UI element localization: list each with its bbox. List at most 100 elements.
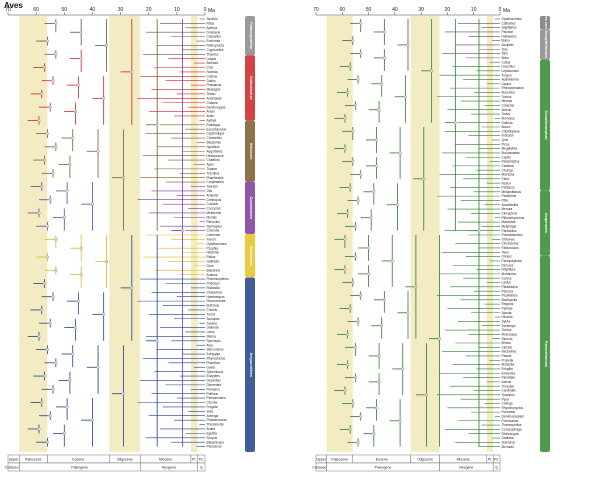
taxon-label: Ciconia — [207, 401, 218, 405]
taxon-label: Balaeniceps — [207, 440, 225, 444]
taxon-label: Petroica — [502, 289, 514, 293]
node-marker — [37, 118, 41, 122]
node-marker — [40, 400, 44, 405]
node-marker — [102, 312, 106, 316]
taxon-label: Accipiter — [502, 43, 515, 47]
taxon-label: Cathartes — [502, 21, 516, 25]
epoch-band — [19, 16, 48, 452]
taxon-label: Larus — [207, 330, 215, 334]
node-marker — [343, 147, 347, 151]
clade-label: Gruiformes — [249, 246, 253, 266]
taxon-label: Leipoa — [207, 57, 217, 61]
taxon-label: Sclerurus — [502, 440, 516, 444]
taxon-label: Upupa — [502, 82, 512, 86]
node-marker — [45, 255, 49, 259]
taxon-label: Caprimulgus — [207, 132, 225, 136]
axis-tick-label: 0 — [204, 7, 207, 13]
taxon-label: Chelidoptera — [502, 129, 520, 133]
taxon-label: Capito — [502, 155, 511, 159]
node-marker — [79, 30, 83, 34]
taxon-label: Rynchops — [207, 339, 222, 343]
taxon-label: Eudyptes — [207, 374, 221, 378]
node-marker — [401, 367, 405, 371]
epoch-band — [486, 16, 494, 452]
taxon-label: Coccyzus — [207, 207, 221, 211]
taxon-label: Zosterops — [502, 324, 517, 328]
epoch-band — [197, 16, 205, 452]
taxon-label: Thamnophilus — [502, 423, 522, 427]
taxon-label: Sylvia — [502, 320, 511, 324]
taxon-label: Apaloderma — [502, 78, 519, 82]
node-marker — [73, 110, 78, 114]
taxon-label: Pipra — [502, 397, 510, 401]
epoch-band — [493, 16, 500, 452]
node-marker — [382, 30, 386, 34]
taxon-label: Strix — [502, 52, 509, 56]
taxon-label: Rhinocrypta — [502, 432, 519, 436]
period-label: Paleogene — [71, 466, 88, 470]
taxon-label: Coracias — [502, 104, 515, 108]
taxon-label: Grallaria — [502, 436, 514, 440]
taxon-label: Monias — [207, 215, 218, 219]
taxon-label: Jynx — [502, 138, 509, 142]
taxon-label: Parulidae — [502, 376, 516, 380]
epoch-band — [109, 16, 141, 452]
taxon-label: Nothoprocta — [207, 44, 225, 48]
axis-tick-label: 60 — [33, 7, 39, 13]
node-marker — [359, 293, 363, 298]
period-label: Cretaceous — [312, 466, 330, 470]
taxon-label: Haematopus — [207, 295, 225, 299]
taxon-label: Crax — [207, 66, 214, 70]
node-marker — [40, 184, 44, 189]
taxon-label: Chaetura — [207, 158, 220, 162]
taxon-label: Fregata — [207, 405, 218, 409]
node-marker — [90, 418, 94, 422]
node-marker — [40, 92, 44, 96]
taxon-label: Egretta — [207, 431, 218, 435]
axis-tick-label: 70 — [313, 7, 319, 13]
axis-tick-label: 30 — [118, 7, 124, 13]
taxon-label: Megalaima — [502, 147, 518, 151]
epoch-label: Paleocene — [331, 458, 348, 462]
taxon-label: Charadrius — [207, 290, 223, 294]
taxon-label: Cotinga — [502, 402, 513, 406]
epoch-band — [326, 16, 353, 452]
taxon-label: Alectura — [207, 61, 219, 65]
taxon-label: Scopus — [207, 436, 218, 440]
taxon-label: Passer — [502, 354, 513, 358]
node-marker — [102, 96, 106, 100]
taxon-label: Orthonyx — [502, 237, 515, 241]
node-marker — [351, 280, 355, 285]
node-marker — [37, 427, 41, 431]
node-marker — [104, 43, 109, 47]
taxon-label: Menura2 — [502, 445, 515, 449]
node-marker — [180, 229, 185, 233]
taxon-label: Oriolus — [502, 255, 513, 259]
axis-tick-label: 70 — [5, 7, 11, 13]
taxon-label: Syrrhaptes — [207, 224, 223, 228]
node-marker — [351, 39, 355, 43]
node-marker — [353, 376, 357, 380]
taxon-label: Pardalotus — [502, 229, 518, 233]
period-label: Q — [495, 466, 498, 470]
node-marker — [48, 105, 52, 109]
clade-label: Strisores — [249, 143, 253, 159]
node-marker — [51, 79, 55, 83]
taxon-label: Chionis — [207, 308, 218, 312]
node-marker — [398, 151, 402, 155]
node-marker — [351, 160, 355, 164]
taxon-label: Ramphastos — [502, 160, 520, 164]
taxon-label: Tockus — [502, 95, 512, 99]
taxon-label: Motacilla — [502, 363, 515, 367]
node-marker — [43, 281, 47, 286]
clade-band — [245, 181, 255, 234]
period-cell — [197, 462, 206, 472]
node-marker — [43, 374, 47, 378]
figure-title: Aves — [4, 1, 23, 10]
epoch-label: Eocene — [72, 458, 84, 462]
taxon-label: Hemiprocne — [207, 154, 224, 158]
node-marker — [348, 64, 352, 69]
node-marker — [54, 52, 58, 56]
taxon-label: Rallus — [207, 255, 216, 259]
taxon-label: Dendrocygna — [207, 105, 226, 109]
